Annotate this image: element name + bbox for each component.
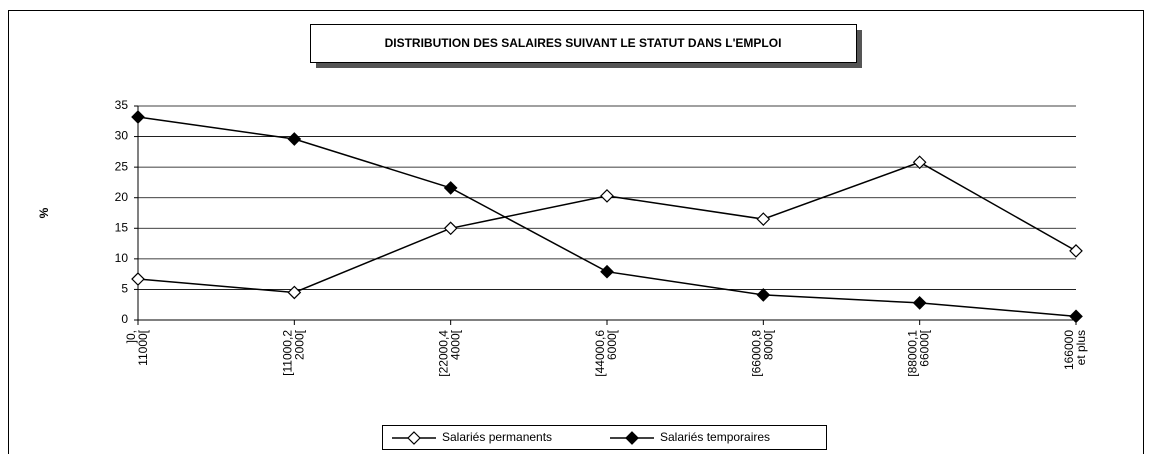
data-point xyxy=(912,296,927,310)
data-point xyxy=(443,221,458,236)
chart-border xyxy=(8,10,1144,454)
data-point xyxy=(756,288,771,302)
y-axis-label: % xyxy=(37,207,51,218)
x-tick-label: [44000,66000[ xyxy=(593,329,619,376)
data-point xyxy=(1069,244,1083,258)
data-point xyxy=(131,272,145,286)
legend-marker xyxy=(407,431,421,445)
y-tick-label: 25 xyxy=(115,159,129,173)
y-tick-label: 5 xyxy=(121,282,128,296)
legend-label: Salariés temporaires xyxy=(660,430,770,444)
y-tick-label: 15 xyxy=(115,220,129,234)
y-tick-label: 0 xyxy=(121,312,128,326)
data-point xyxy=(287,285,302,300)
x-tick-label: [88000,166000[ xyxy=(906,329,932,376)
y-tick-label: 20 xyxy=(115,190,129,204)
data-point xyxy=(1069,309,1083,324)
data-point xyxy=(600,189,614,203)
title-box xyxy=(310,24,857,63)
x-tick-label: 166000et plus xyxy=(1062,330,1088,370)
legend-label: Salariés permanents xyxy=(442,430,552,444)
data-point xyxy=(443,181,458,195)
y-tick-label: 30 xyxy=(115,129,129,143)
data-point xyxy=(912,155,927,170)
data-point xyxy=(600,264,614,279)
y-tick-label: 10 xyxy=(115,251,129,265)
legend-marker xyxy=(625,431,639,445)
data-point xyxy=(287,132,302,146)
x-tick-label: [11000,22000[ xyxy=(281,329,307,375)
data-point xyxy=(131,110,145,124)
legend-box xyxy=(382,425,827,450)
chart-title: DISTRIBUTION DES SALAIRES SUIVANT LE STA… xyxy=(385,36,782,50)
x-tick-label: [66000,88000[ xyxy=(750,329,776,376)
data-point xyxy=(756,212,771,226)
x-tick-label: ]0,11000[ xyxy=(124,329,150,365)
x-tick-label: [22000,44000[ xyxy=(437,329,463,376)
y-tick-label: 35 xyxy=(115,98,129,112)
